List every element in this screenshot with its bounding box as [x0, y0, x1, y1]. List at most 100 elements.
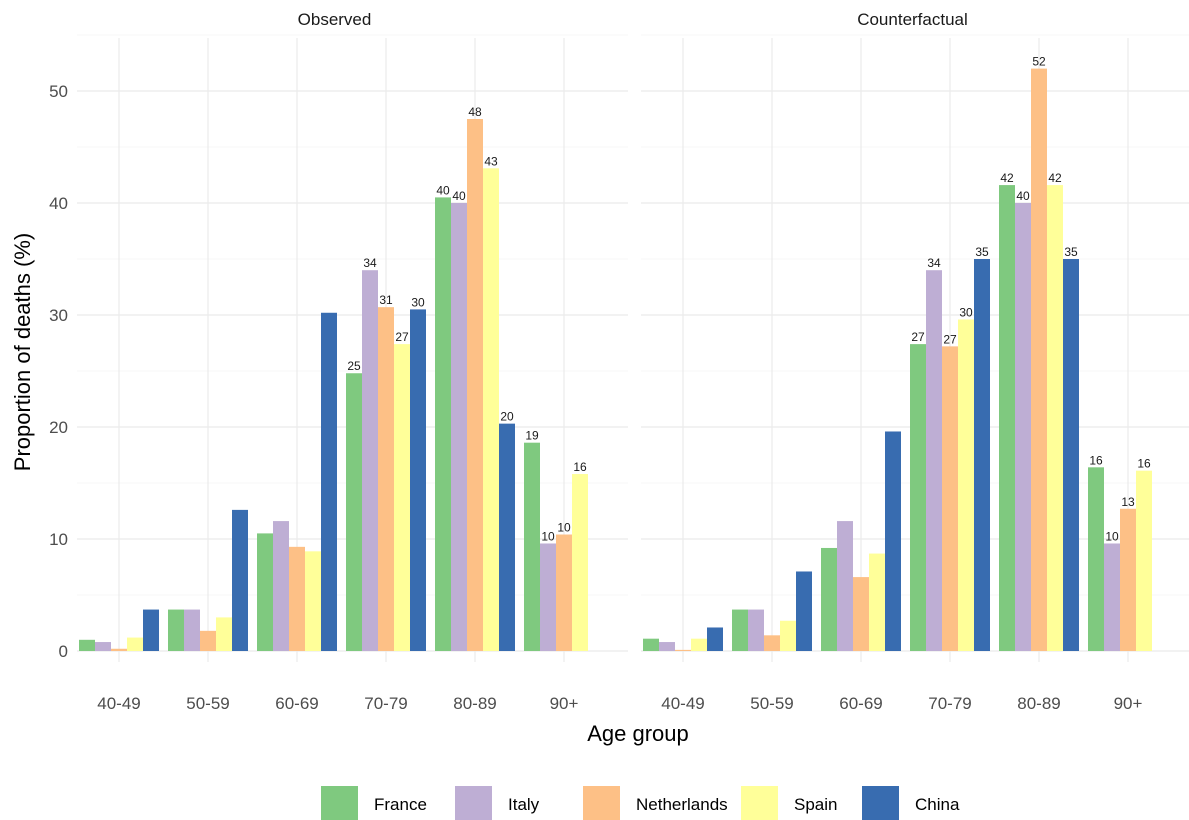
bar-france-90+ [1088, 467, 1104, 651]
bar-italy-50-59 [184, 609, 200, 651]
bar-spain-70-79 [394, 344, 410, 651]
data-label: 27 [911, 330, 925, 344]
bar-italy-60-69 [837, 521, 853, 651]
bar-netherlands-50-59 [764, 635, 780, 651]
bar-china-80-89 [1063, 259, 1079, 651]
facet-panel-counterfactual: Counterfactual 27 42 16 34 40 10 27 52 13 30 42 16 35… [641, 10, 1189, 713]
x-tick-label: 80-89 [453, 694, 496, 713]
bar-netherlands-60-69 [289, 546, 305, 651]
bar-italy-50-59 [748, 609, 764, 651]
bar-italy-90+ [540, 543, 556, 651]
data-label: 19 [525, 429, 539, 443]
bar-france-50-59 [732, 609, 748, 651]
bar-netherlands-60-69 [853, 577, 869, 651]
data-label: 10 [557, 521, 571, 535]
x-tick-label: 40-49 [661, 694, 704, 713]
y-axis-title: Proportion of deaths (%) [10, 233, 35, 471]
data-label: 16 [1089, 453, 1103, 467]
data-label: 40 [436, 183, 450, 197]
x-tick-label: 70-79 [364, 694, 407, 713]
data-label: 10 [541, 529, 555, 543]
bar-netherlands-90+ [1120, 508, 1136, 651]
facet-title: Counterfactual [857, 10, 968, 29]
data-label: 25 [347, 359, 361, 373]
bar-netherlands-80-89 [1031, 68, 1047, 652]
y-tick-label: 50 [49, 82, 68, 101]
bar-spain-60-69 [869, 553, 885, 651]
bar-spain-40-49 [127, 637, 143, 651]
bar-france-60-69 [257, 533, 273, 651]
bar-china-50-59 [232, 509, 248, 651]
y-tick-label: 30 [49, 306, 68, 325]
data-label: 27 [943, 332, 957, 346]
data-label: 27 [395, 330, 409, 344]
data-label: 30 [959, 305, 973, 319]
bar-spain-50-59 [216, 617, 232, 651]
x-tick-label: 50-59 [750, 694, 793, 713]
x-tick-label: 60-69 [839, 694, 882, 713]
bar-italy-40-49 [659, 642, 675, 651]
x-tick-label: 60-69 [275, 694, 318, 713]
bar-china-50-59 [796, 571, 812, 651]
data-label: 20 [500, 410, 514, 424]
bar-france-40-49 [643, 638, 659, 651]
x-tick-label: 90+ [550, 694, 579, 713]
legend-label: Netherlands [636, 795, 728, 814]
data-label: 40 [1016, 189, 1030, 203]
x-tick-label: 90+ [1114, 694, 1143, 713]
data-label: 48 [468, 105, 482, 119]
data-label: 13 [1121, 495, 1135, 509]
bar-france-90+ [524, 442, 540, 651]
bar-china-60-69 [885, 431, 901, 651]
data-label: 35 [1064, 245, 1078, 259]
bar-france-80-89 [435, 197, 451, 651]
bar-france-80-89 [999, 185, 1015, 651]
data-label: 31 [379, 293, 393, 307]
bar-spain-80-89 [483, 168, 499, 651]
bar-italy-40-49 [95, 642, 111, 651]
legend-label: Italy [508, 795, 540, 814]
bar-italy-70-79 [362, 270, 378, 651]
bar-spain-90+ [572, 474, 588, 651]
bar-netherlands-70-79 [942, 346, 958, 651]
bar-italy-80-89 [1015, 203, 1031, 651]
data-label: 42 [1000, 171, 1014, 185]
bar-netherlands-90+ [556, 534, 572, 651]
x-axis-title: Age group [587, 721, 689, 746]
data-label: 34 [363, 256, 377, 270]
facet-title: Observed [298, 10, 372, 29]
bar-china-80-89 [499, 423, 515, 651]
legend-key-spain [741, 786, 778, 820]
bar-spain-70-79 [958, 319, 974, 651]
data-label: 10 [1105, 529, 1119, 543]
bar-italy-70-79 [926, 270, 942, 651]
bar-spain-80-89 [1047, 185, 1063, 651]
bar-spain-90+ [1136, 470, 1152, 651]
x-tick-label: 40-49 [97, 694, 140, 713]
y-tick-label: 40 [49, 194, 68, 213]
x-tick-label: 80-89 [1017, 694, 1060, 713]
data-label: 42 [1048, 171, 1062, 185]
bar-china-70-79 [410, 309, 426, 651]
x-tick-label: 70-79 [928, 694, 971, 713]
legend-key-china [862, 786, 899, 820]
legend-label: China [915, 795, 960, 814]
bar-france-70-79 [910, 344, 926, 651]
bar-france-70-79 [346, 373, 362, 651]
data-label: 34 [927, 256, 941, 270]
y-tick-label: 0 [59, 642, 68, 661]
bar-spain-50-59 [780, 620, 796, 651]
bar-spain-60-69 [305, 551, 321, 651]
y-tick-label: 10 [49, 530, 68, 549]
facet-panel-observed: Observed 25 40 19 34 40 10 31 48 10 27 43 16 30 20 40-4… [77, 10, 628, 713]
data-label: 16 [1137, 457, 1151, 471]
bar-france-60-69 [821, 547, 837, 651]
bar-france-50-59 [168, 609, 184, 651]
data-label: 52 [1032, 55, 1046, 69]
legend-label: France [374, 795, 427, 814]
data-label: 16 [573, 460, 587, 474]
bar-china-40-49 [143, 609, 159, 651]
legend-key-italy [455, 786, 492, 820]
x-tick-label: 50-59 [186, 694, 229, 713]
bar-china-40-49 [707, 627, 723, 651]
